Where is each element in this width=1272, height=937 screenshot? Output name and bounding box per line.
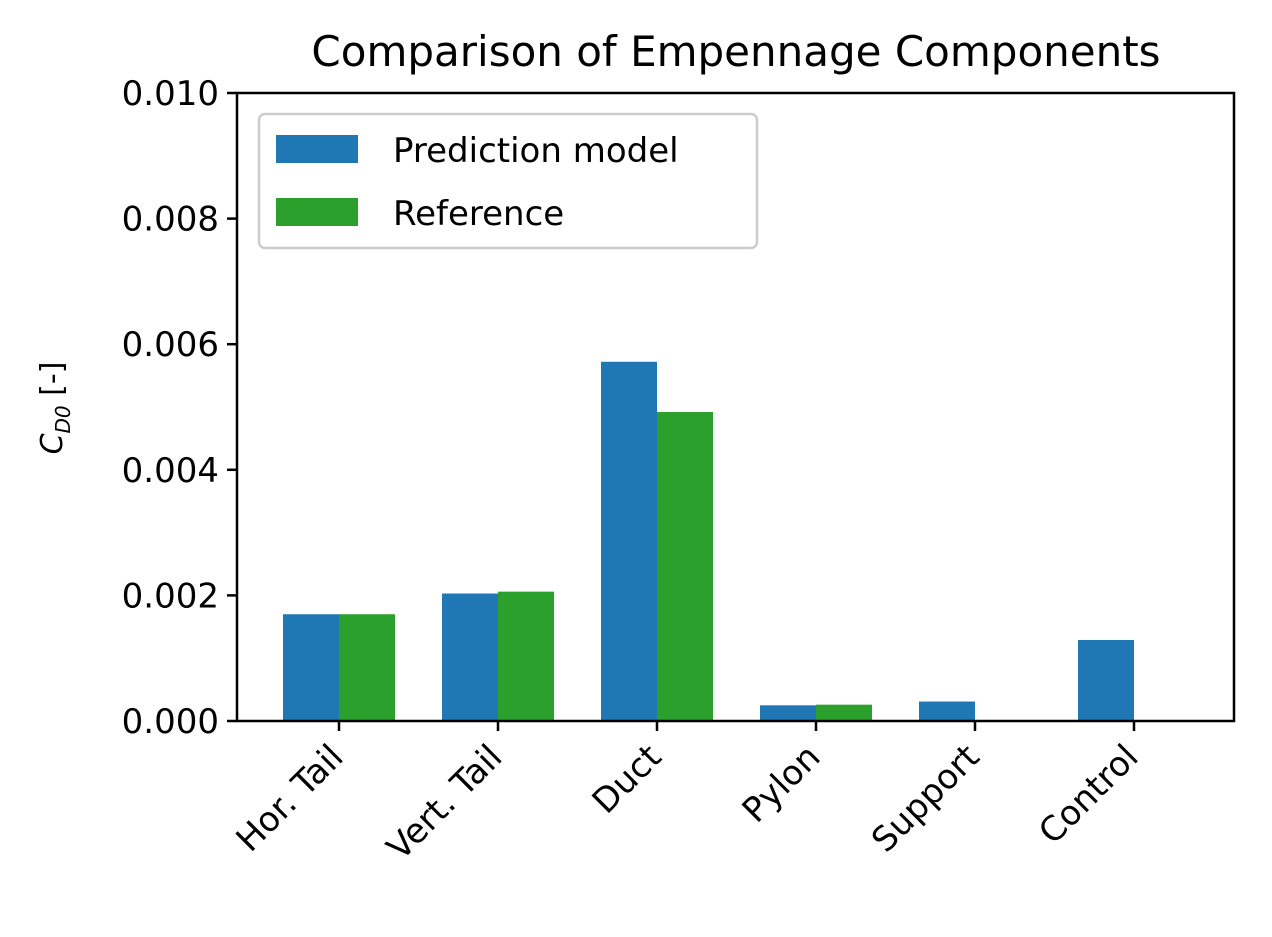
legend-swatch-reference xyxy=(276,198,358,226)
legend: Prediction model Reference xyxy=(257,112,759,250)
legend-box xyxy=(257,112,759,250)
y-tick-label: 0.004 xyxy=(122,451,219,491)
x-tick-label-pylon: Pylon xyxy=(735,737,829,831)
plot-frame xyxy=(235,91,1236,723)
bar-reference-hor-tail xyxy=(339,614,395,721)
y-tick-label: 0.008 xyxy=(122,200,219,240)
y-tick-label: 0.000 xyxy=(122,702,219,742)
bar-reference-vert-tail xyxy=(498,591,554,721)
x-tick-label-control: Control xyxy=(1031,737,1146,852)
bar-prediction-model-support xyxy=(919,701,975,721)
bar-prediction-model-duct xyxy=(601,361,657,721)
x-tick-label-hor-tail: Hor. Tail xyxy=(229,737,352,860)
bar-prediction-model-vert-tail xyxy=(442,593,498,721)
x-tick-label-support: Support xyxy=(864,737,987,860)
bar-prediction-model-pylon xyxy=(760,705,816,721)
y-tick-label: 0.002 xyxy=(122,576,219,616)
x-tick-label-vert-tail: Vert. Tail xyxy=(379,737,510,868)
bars-group xyxy=(283,361,1134,721)
chart-title: Comparison of Empennage Components xyxy=(311,27,1160,76)
y-axis-label: CD0 [-] xyxy=(35,362,75,455)
y-tick-label: 0.006 xyxy=(122,325,219,365)
legend-label-prediction: Prediction model xyxy=(393,131,679,171)
y-tick-label: 0.010 xyxy=(122,74,219,114)
bar-prediction-model-control xyxy=(1078,639,1134,721)
bar-reference-duct xyxy=(657,412,713,721)
legend-label-reference: Reference xyxy=(393,194,564,234)
legend-swatch-prediction xyxy=(276,135,358,163)
x-axis-ticks: Hor. Tail Vert. Tail Duct Pylon Support Contr… xyxy=(229,721,1146,868)
y-axis-ticks: 0.000 0.002 0.004 0.006 0.008 0.010 xyxy=(122,74,237,742)
x-tick-label-duct: Duct xyxy=(585,737,670,822)
bar-reference-pylon xyxy=(816,704,872,721)
bar-prediction-model-hor-tail xyxy=(283,614,339,721)
